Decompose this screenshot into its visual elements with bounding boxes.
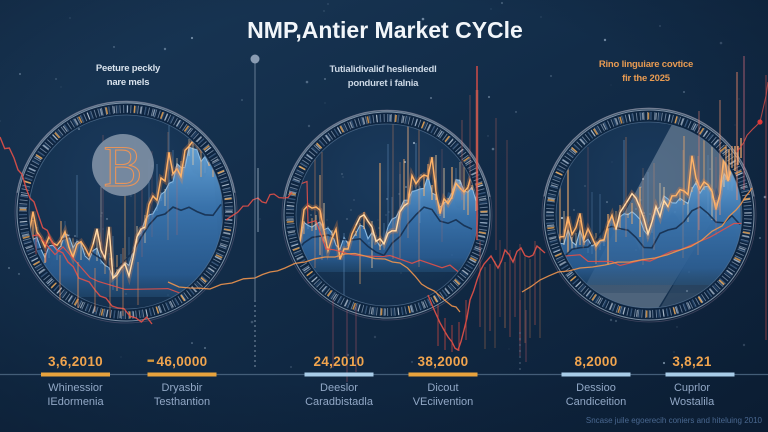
svg-text:Caradbistadla: Caradbistadla — [305, 396, 374, 408]
svg-text:8,2000: 8,2000 — [574, 354, 617, 369]
svg-text:B: B — [104, 134, 143, 199]
svg-text:Candiceition: Candiceition — [566, 396, 627, 408]
svg-text:fir the 2025: fir the 2025 — [622, 73, 671, 84]
svg-text:3,6,2010: 3,6,2010 — [48, 354, 103, 369]
svg-text:46,0000: 46,0000 — [157, 354, 208, 369]
svg-text:Testhantion: Testhantion — [154, 396, 210, 408]
svg-text:VEciivention: VEciivention — [413, 396, 474, 408]
svg-text:IEdormenia: IEdormenia — [47, 396, 104, 408]
svg-text:ponduret i falnia: ponduret i falnia — [348, 78, 419, 89]
svg-text:Cuprlor: Cuprlor — [674, 382, 710, 394]
svg-text:Peeture peckly: Peeture peckly — [96, 63, 161, 74]
svg-text:Deeslor: Deeslor — [320, 382, 358, 394]
svg-text:Dicout: Dicout — [427, 382, 458, 394]
svg-text:Dryasbir: Dryasbir — [162, 382, 203, 394]
svg-text:Whinessior: Whinessior — [48, 382, 103, 394]
svg-text:3,8,21: 3,8,21 — [672, 354, 712, 369]
svg-text:Rino linguiare covtice: Rino linguiare covtice — [599, 59, 693, 70]
svg-text:Tutialidivalid hesliendedl: Tutialidivalid hesliendedl — [329, 64, 436, 75]
svg-text:Wostalila: Wostalila — [670, 396, 715, 408]
svg-text:24,2010: 24,2010 — [314, 354, 365, 369]
svg-text:Sncase juile egoerecih coniers: Sncase juile egoerecih coniers and hitel… — [586, 416, 763, 425]
svg-text:38,2000: 38,2000 — [418, 354, 469, 369]
svg-text:Dessioo: Dessioo — [576, 382, 616, 394]
svg-text:NMP,Antier Market CYCle: NMP,Antier Market CYCle — [247, 17, 523, 43]
svg-text:nare mels: nare mels — [107, 77, 150, 88]
